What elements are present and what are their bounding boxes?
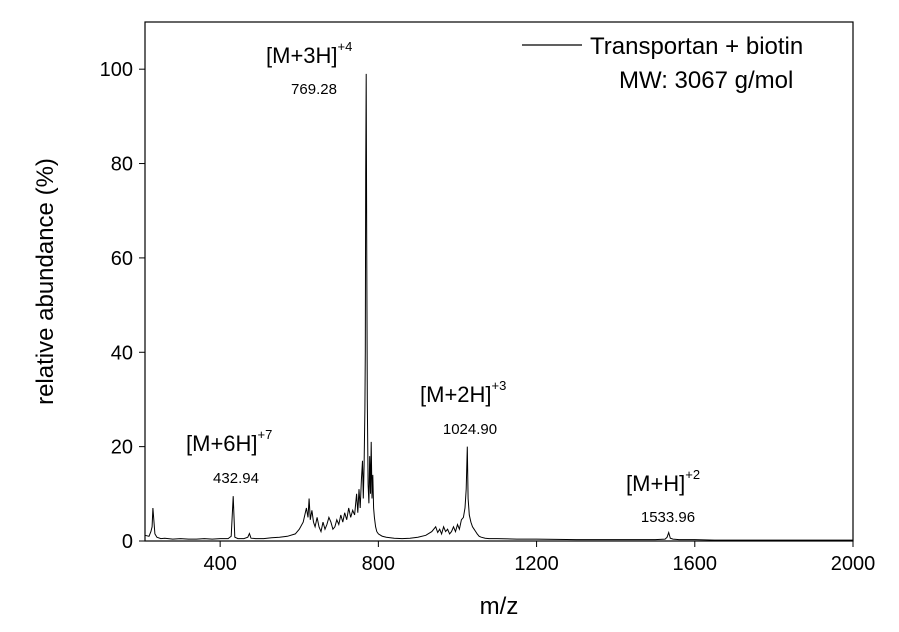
peak-ion-label: [M+3H]+4 (266, 39, 352, 68)
peak-mz-label: 1024.90 (443, 421, 497, 438)
axis-ticks (139, 68, 854, 547)
peak-ion-label: [M+H]+2 (626, 467, 700, 496)
y-tick-label: 20 (111, 437, 133, 459)
x-tick-label: 400 (203, 553, 236, 575)
peak-ion-label: [M+2H]+3 (420, 378, 506, 407)
x-tick-label: 2000 (831, 553, 876, 575)
y-tick-label: 60 (111, 248, 133, 270)
y-tick-label: 80 (111, 154, 133, 176)
legend-entry-mw: MW: 3067 g/mol (619, 67, 793, 94)
legend-entry-series: Transportan + biotin (590, 33, 803, 60)
legend: Transportan + biotin MW: 3067 g/mol (522, 33, 803, 94)
y-tick-label: 100 (100, 59, 133, 81)
x-tick-label: 1600 (673, 553, 718, 575)
tick-labels: 400 800 1200 1600 2000 0 20 40 60 80 100 (100, 59, 876, 575)
y-tick-label: 40 (111, 342, 133, 364)
y-axis-label: relative abundance (%) (32, 158, 59, 405)
x-tick-label: 800 (362, 553, 395, 575)
spectrum-line (144, 73, 853, 541)
peak-mz-label: 432.94 (213, 470, 259, 487)
peak-ion-label: [M+6H]+7 (186, 427, 272, 456)
plot-frame (144, 21, 854, 542)
peak-mz-label: 769.28 (291, 81, 337, 98)
x-tick-label: 1200 (514, 553, 559, 575)
peak-mz-label: 1533.96 (641, 509, 695, 526)
x-axis-label: m/z (480, 593, 519, 620)
y-tick-label: 0 (122, 531, 133, 553)
peak-annotations: [M+3H]+4 769.28 [M+6H]+7 432.94 [M+2H]+3 1024… (186, 39, 700, 526)
